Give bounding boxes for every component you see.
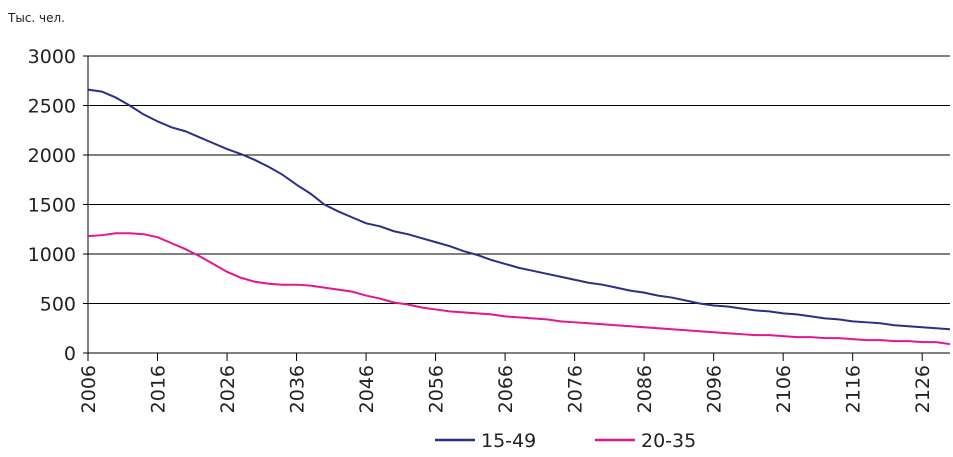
y-tick-label: 500 (40, 294, 76, 316)
x-tick-label: 2016 (148, 365, 170, 413)
y-tick-label: 1000 (28, 244, 76, 266)
legend-label: 15-49 (481, 430, 536, 452)
y-tick-label: 1500 (28, 195, 76, 217)
x-tick-label: 2126 (912, 365, 934, 413)
line (87, 232, 951, 346)
y-tick-label: 0 (64, 343, 76, 365)
x-tick-label: 2076 (565, 365, 587, 413)
x-tick-label: 2026 (217, 365, 239, 413)
x-tick-label: 2106 (773, 365, 795, 413)
y-axis-label: Тыс. чел. (7, 11, 65, 25)
line (87, 88, 951, 331)
x-tick-label: 2096 (704, 365, 726, 413)
x-tick-label: 2086 (634, 365, 656, 413)
x-tick-label: 2006 (78, 365, 100, 413)
x-tick-label: 2036 (287, 365, 309, 413)
x-tick-label: 2046 (356, 365, 378, 413)
y-tick-label: 2000 (28, 145, 76, 167)
x-tick-label: 2056 (426, 365, 448, 413)
x-tick-label: 2066 (495, 365, 517, 413)
y-tick-label: 3000 (28, 46, 76, 68)
legend-label: 20-35 (641, 430, 696, 452)
y-tick-label: 2500 (28, 96, 76, 118)
x-tick-label: 2116 (843, 365, 865, 413)
